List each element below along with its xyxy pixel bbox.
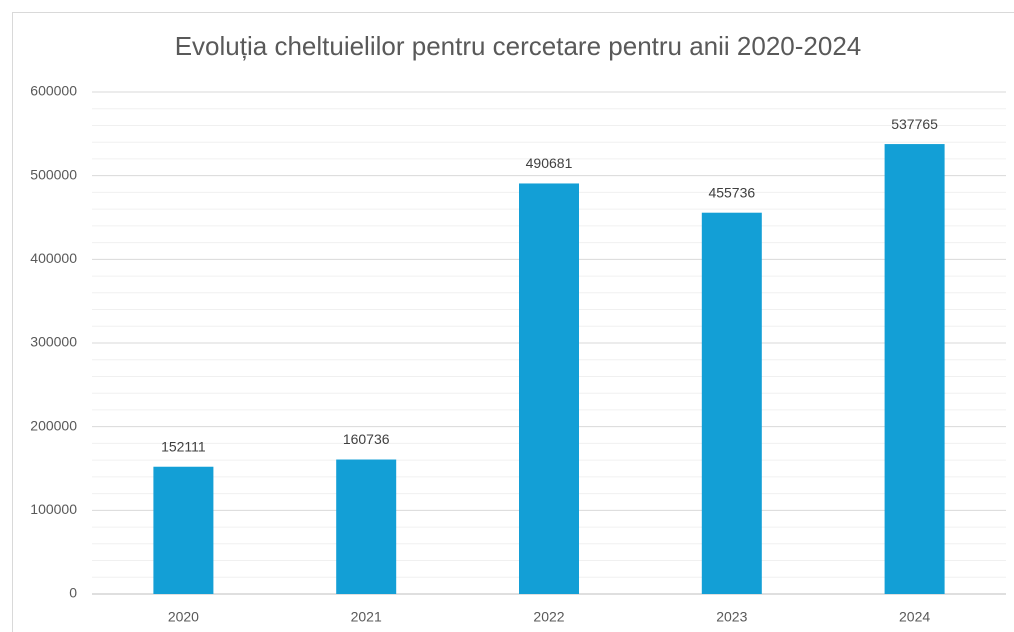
y-tick-label: 300000: [30, 334, 77, 350]
bar: [336, 459, 397, 594]
bar: [701, 212, 762, 595]
x-tick-label: 2022: [533, 609, 564, 625]
x-tick-label: 2021: [351, 609, 382, 625]
chart-border: [12, 12, 1014, 632]
data-label: 537765: [891, 116, 938, 132]
y-tick-label: 500000: [30, 166, 77, 182]
data-label: 152111: [161, 438, 206, 454]
bar: [884, 144, 945, 594]
bar: [153, 466, 214, 594]
x-tick-label: 2020: [168, 609, 199, 625]
chart-title: Evoluția cheltuielilor pentru cercetare …: [175, 31, 862, 61]
y-tick-label: 200000: [30, 417, 77, 433]
data-label: 160736: [343, 431, 390, 447]
y-tick-label: 100000: [30, 501, 77, 517]
x-tick-label: 2024: [899, 609, 930, 625]
y-tick-label: 0: [69, 585, 77, 601]
y-tick-label: 600000: [30, 83, 77, 99]
data-label: 490681: [526, 155, 573, 171]
bar: [519, 183, 579, 594]
x-tick-label: 2023: [716, 609, 747, 625]
data-label: 455736: [708, 184, 755, 200]
y-tick-label: 400000: [30, 250, 77, 266]
